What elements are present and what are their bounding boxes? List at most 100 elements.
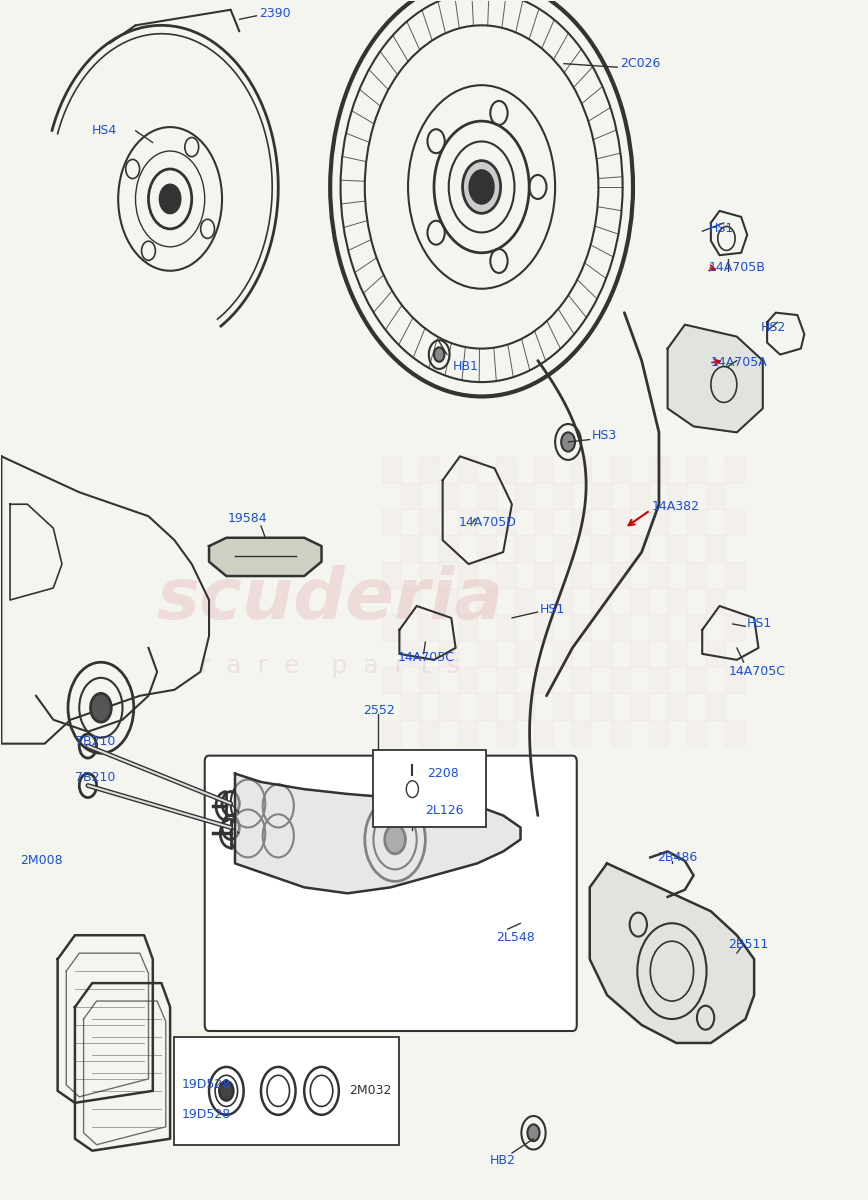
Bar bbox=[458, 456, 477, 482]
Text: 2B511: 2B511 bbox=[728, 938, 768, 952]
Bar bbox=[572, 720, 591, 746]
Bar bbox=[725, 614, 744, 641]
Bar bbox=[648, 562, 667, 588]
Bar bbox=[458, 720, 477, 746]
Text: 14A705B: 14A705B bbox=[709, 260, 766, 274]
Bar bbox=[420, 720, 439, 746]
Bar bbox=[554, 482, 572, 509]
Bar bbox=[401, 641, 420, 667]
Bar bbox=[439, 588, 458, 614]
Bar bbox=[516, 588, 535, 614]
Bar bbox=[458, 509, 477, 535]
Bar bbox=[687, 720, 706, 746]
Bar bbox=[401, 535, 420, 562]
Text: 2M032: 2M032 bbox=[349, 1085, 391, 1097]
Bar bbox=[535, 562, 554, 588]
Text: 14A705C: 14A705C bbox=[728, 665, 786, 678]
Bar bbox=[382, 456, 401, 482]
Text: 19D528: 19D528 bbox=[181, 1109, 231, 1121]
Circle shape bbox=[463, 161, 501, 214]
Text: HS4: HS4 bbox=[92, 124, 117, 137]
Bar bbox=[535, 614, 554, 641]
Polygon shape bbox=[589, 863, 754, 1043]
Text: 19D528: 19D528 bbox=[181, 1079, 231, 1091]
Bar bbox=[667, 641, 687, 667]
Bar bbox=[667, 694, 687, 720]
Text: 14A705A: 14A705A bbox=[711, 356, 767, 370]
Bar bbox=[706, 535, 725, 562]
Bar bbox=[496, 720, 516, 746]
Bar bbox=[174, 1037, 399, 1145]
Bar bbox=[554, 694, 572, 720]
Bar bbox=[382, 509, 401, 535]
Bar bbox=[420, 456, 439, 482]
Bar bbox=[648, 720, 667, 746]
Bar bbox=[610, 614, 629, 641]
Bar bbox=[401, 588, 420, 614]
Text: 2208: 2208 bbox=[427, 767, 459, 780]
Bar bbox=[725, 720, 744, 746]
Bar bbox=[458, 614, 477, 641]
FancyBboxPatch shape bbox=[205, 756, 576, 1031]
Text: HS1: HS1 bbox=[747, 618, 773, 630]
Text: 2B486: 2B486 bbox=[657, 851, 698, 864]
Bar bbox=[535, 667, 554, 694]
Bar bbox=[572, 456, 591, 482]
Text: 14A705C: 14A705C bbox=[398, 650, 455, 664]
Bar bbox=[629, 482, 648, 509]
Text: 7B210: 7B210 bbox=[75, 770, 115, 784]
Bar bbox=[477, 535, 496, 562]
Bar bbox=[382, 720, 401, 746]
Bar bbox=[382, 667, 401, 694]
Bar bbox=[401, 694, 420, 720]
Bar bbox=[572, 562, 591, 588]
Bar bbox=[610, 720, 629, 746]
Bar bbox=[687, 614, 706, 641]
Bar bbox=[382, 614, 401, 641]
Bar bbox=[629, 641, 648, 667]
Bar bbox=[572, 667, 591, 694]
Bar bbox=[629, 694, 648, 720]
Bar bbox=[420, 562, 439, 588]
Bar bbox=[439, 641, 458, 667]
Bar bbox=[496, 667, 516, 694]
Bar bbox=[725, 456, 744, 482]
Circle shape bbox=[220, 1081, 233, 1100]
Text: 2M008: 2M008 bbox=[21, 854, 63, 868]
Bar bbox=[706, 694, 725, 720]
Bar bbox=[610, 562, 629, 588]
Bar bbox=[439, 482, 458, 509]
Text: 2C026: 2C026 bbox=[620, 58, 661, 70]
Bar bbox=[516, 482, 535, 509]
Circle shape bbox=[160, 185, 181, 214]
Bar bbox=[572, 614, 591, 641]
Bar bbox=[554, 641, 572, 667]
Bar bbox=[535, 720, 554, 746]
Bar bbox=[516, 694, 535, 720]
Bar bbox=[420, 667, 439, 694]
Bar bbox=[706, 641, 725, 667]
Bar bbox=[439, 535, 458, 562]
Text: HS3: HS3 bbox=[591, 430, 617, 443]
Bar bbox=[477, 694, 496, 720]
Bar bbox=[610, 667, 629, 694]
Bar bbox=[648, 614, 667, 641]
Bar bbox=[591, 482, 610, 509]
Bar bbox=[535, 509, 554, 535]
Text: HS1: HS1 bbox=[540, 604, 565, 616]
Bar bbox=[687, 456, 706, 482]
Bar bbox=[629, 588, 648, 614]
Text: 2L548: 2L548 bbox=[496, 931, 535, 944]
Bar bbox=[591, 694, 610, 720]
Bar bbox=[516, 641, 535, 667]
Text: 7B210: 7B210 bbox=[75, 734, 115, 748]
Circle shape bbox=[528, 1124, 540, 1141]
Text: scuderia: scuderia bbox=[156, 565, 503, 635]
Bar bbox=[648, 509, 667, 535]
Text: 2390: 2390 bbox=[260, 7, 291, 20]
Bar bbox=[458, 667, 477, 694]
Circle shape bbox=[434, 347, 444, 361]
Bar bbox=[725, 667, 744, 694]
Bar bbox=[591, 641, 610, 667]
Bar bbox=[725, 509, 744, 535]
